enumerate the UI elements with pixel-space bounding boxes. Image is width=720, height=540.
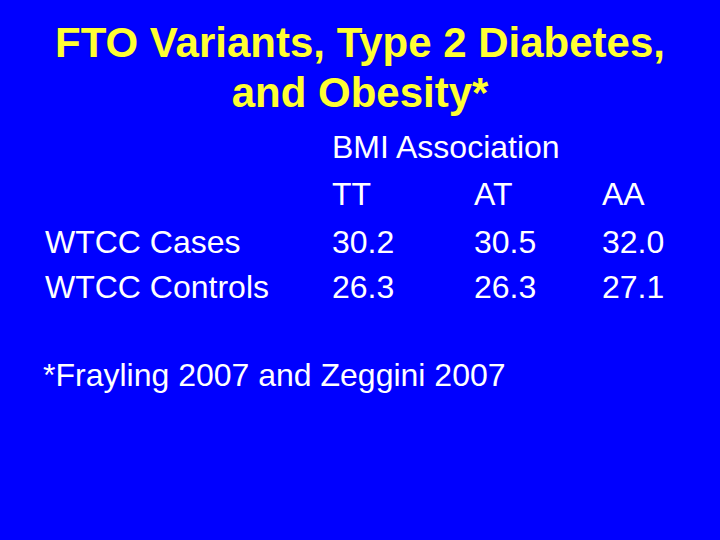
- footnote-row: *Frayling 2007 and Zeggini 2007: [0, 359, 720, 391]
- cell-value: 30.2: [332, 226, 394, 258]
- cell-value: 26.3: [474, 271, 536, 303]
- row-label: WTCC Controls: [45, 271, 269, 303]
- table-header-label: BMI Association: [332, 131, 560, 163]
- column-header-aa: AA: [602, 178, 645, 210]
- cell-value: 27.1: [602, 271, 664, 303]
- column-header-tt: TT: [332, 178, 371, 210]
- cell-value: 26.3: [332, 271, 394, 303]
- table-header-row: BMI Association: [0, 131, 720, 163]
- slide-title-line-2: and Obesity*: [0, 68, 720, 118]
- column-header-at: AT: [474, 178, 513, 210]
- presentation-slide: FTO Variants, Type 2 Diabetes, and Obesi…: [0, 0, 720, 540]
- slide-title: FTO Variants, Type 2 Diabetes, and Obesi…: [0, 18, 720, 118]
- footnote-text: *Frayling 2007 and Zeggini 2007: [43, 359, 506, 391]
- row-label: WTCC Cases: [45, 226, 241, 258]
- table-row-wtcc-cases: WTCC Cases 30.2 30.5 32.0: [0, 226, 720, 258]
- cell-value: 32.0: [602, 226, 664, 258]
- cell-value: 30.5: [474, 226, 536, 258]
- table-column-headers-row: TT AT AA: [0, 178, 720, 210]
- slide-title-line-1: FTO Variants, Type 2 Diabetes,: [0, 18, 720, 68]
- table-row-wtcc-controls: WTCC Controls 26.3 26.3 27.1: [0, 271, 720, 303]
